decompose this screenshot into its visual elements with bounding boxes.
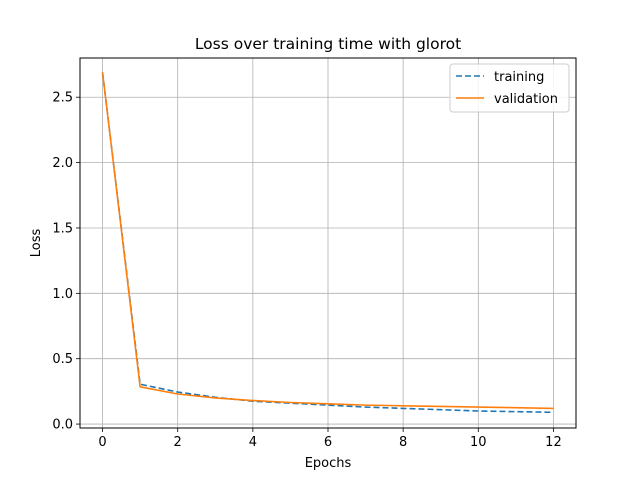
axis-ticks: 0 2 4 6 8 10 12 0.0 0.5 1.0 1.5 2.0 2.5 xyxy=(52,91,561,450)
y-tick-label: 2.0 xyxy=(52,156,73,171)
legend-label-validation: validation xyxy=(494,92,558,107)
x-tick-label: 10 xyxy=(470,435,487,450)
series-lines xyxy=(101,72,554,414)
y-axis-label: Loss xyxy=(29,229,44,258)
series-line-training xyxy=(101,72,554,414)
grid-lines xyxy=(80,58,576,428)
y-tick-label: 0.5 xyxy=(52,352,73,367)
y-tick-label: 1.5 xyxy=(52,221,73,236)
series-line-validation xyxy=(101,72,554,410)
x-tick-label: 0 xyxy=(98,435,106,450)
y-tick-label: 2.5 xyxy=(52,91,73,106)
legend: training validation xyxy=(449,63,570,113)
x-tick-label: 2 xyxy=(174,435,182,450)
x-tick-label: 12 xyxy=(545,435,562,450)
x-tick-label: 6 xyxy=(324,435,332,450)
legend-label-training: training xyxy=(494,70,544,85)
y-tick-label: 0.0 xyxy=(52,418,73,433)
x-axis-label: Epochs xyxy=(305,456,352,471)
x-tick-label: 8 xyxy=(399,435,407,450)
y-tick-label: 1.0 xyxy=(52,287,73,302)
x-tick-label: 4 xyxy=(249,435,257,450)
chart-title: Loss over training time with glorot xyxy=(195,35,461,53)
